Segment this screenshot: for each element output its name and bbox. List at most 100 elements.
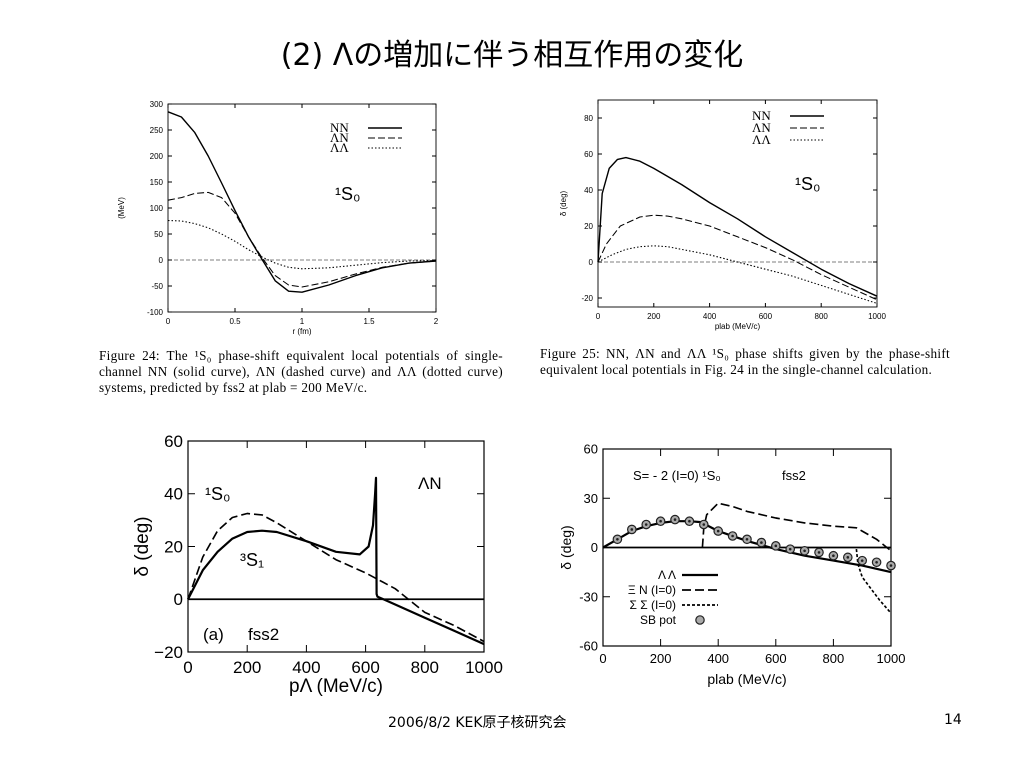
data-point-center <box>875 560 878 564</box>
chart-annotation: ¹S₀ <box>795 174 820 194</box>
x-tick-label: 1 <box>300 317 305 326</box>
data-point-center <box>832 554 835 558</box>
series-line <box>597 245 878 304</box>
y-tick-label: 30 <box>584 491 598 506</box>
x-tick-label: 1.5 <box>363 317 375 326</box>
data-point-center <box>860 559 864 562</box>
x-tick-label: 800 <box>823 651 845 666</box>
plot-frame <box>597 99 878 308</box>
y-axis-label: (MeV) <box>117 197 126 219</box>
legend-label: ΛΛ <box>752 132 771 147</box>
legend-label: NN <box>330 120 349 135</box>
x-tick-label: 0 <box>183 658 192 677</box>
footer-text: 2006/8/2 KEK原子核研究会 <box>388 715 567 731</box>
legend-label: SB pot <box>640 613 677 627</box>
data-point-center <box>745 537 749 541</box>
series-line <box>167 111 437 293</box>
chart-annotation: (a) <box>203 625 224 644</box>
y-tick-label: 60 <box>164 432 183 451</box>
series-line <box>187 512 485 643</box>
x-tick-label: 200 <box>647 312 661 321</box>
x-tick-label: 2 <box>434 317 439 326</box>
series-line <box>597 214 878 301</box>
data-point-center <box>673 518 677 521</box>
data-point-center <box>774 544 778 548</box>
y-axis-label: δ (deg) <box>132 516 153 576</box>
plot-frame <box>187 440 485 653</box>
y-tick-label: -50 <box>151 282 163 291</box>
y-tick-label: 0 <box>159 256 164 265</box>
x-tick-label: 800 <box>411 658 439 677</box>
chart-annotation: S= - 2 (I=0) ¹S₀ <box>633 468 721 483</box>
y-tick-label: 250 <box>150 126 164 135</box>
y-tick-label: 80 <box>584 114 593 123</box>
data-point-center <box>616 537 619 541</box>
x-axis-label: plab (MeV/c) <box>707 671 786 687</box>
data-point-center <box>688 519 691 523</box>
x-tick-label: 600 <box>759 312 773 321</box>
chart-annotation: ¹S₀ <box>335 184 360 204</box>
data-point-center <box>644 523 648 526</box>
series-line <box>187 476 485 646</box>
legend-label: ΛN <box>330 130 349 145</box>
data-point-center <box>716 529 720 533</box>
y-tick-label: 50 <box>154 230 163 239</box>
y-tick-label: 0 <box>591 540 598 555</box>
page-number: 14 <box>944 712 962 728</box>
legend-label: NN <box>752 108 771 123</box>
y-tick-label: -20 <box>581 294 593 303</box>
chart-4: 0 200 400 600 800 1000 -60 -30 0 30 60 plab (MeV/c)… <box>558 442 905 687</box>
legend-marker <box>695 615 705 625</box>
series-line <box>167 191 437 288</box>
chart-annotation: fss2 <box>248 625 279 644</box>
x-tick-label: 1000 <box>877 651 906 666</box>
y-tick-label: −20 <box>154 643 183 662</box>
y-tick-label: 60 <box>584 150 593 159</box>
y-tick-label: 300 <box>150 100 164 109</box>
y-tick-label: -60 <box>579 639 598 654</box>
x-tick-label: 1000 <box>465 658 503 677</box>
x-tick-label: 0 <box>599 651 606 666</box>
x-tick-label: 0 <box>596 312 601 321</box>
figure-24-caption: Figure 24: The ¹S₀ phase-shift equivalen… <box>99 348 503 395</box>
x-tick-label: 400 <box>292 658 320 677</box>
y-tick-label: 60 <box>584 442 598 457</box>
series-line <box>701 502 892 552</box>
x-axis-label: r (fm) <box>292 327 311 336</box>
series-line <box>597 156 878 297</box>
y-tick-label: 40 <box>584 186 593 195</box>
data-point-center <box>803 549 806 553</box>
slide-title: (2) Λの増加に伴う相互作用の変化 <box>280 38 744 73</box>
chart-annotation: ΛN <box>418 474 442 493</box>
x-tick-label: 400 <box>703 312 717 321</box>
data-point-center <box>846 556 850 559</box>
x-axis-label: pΛ (MeV/c) <box>289 676 383 697</box>
chart-1: 0 0.5 1 1.5 2 -100 -50 0 50 100 150 200 250 300 r (fm)… <box>117 100 439 336</box>
data-point-center <box>788 547 792 551</box>
y-tick-label: 200 <box>150 152 164 161</box>
y-axis-label: δ (deg) <box>558 525 574 569</box>
legend-label: Σ Σ (I=0) <box>629 598 676 612</box>
data-point-center <box>702 523 706 526</box>
legend-label: Ξ N (I=0) <box>628 583 676 597</box>
data-point-center <box>659 519 662 523</box>
data-point-center <box>889 564 893 567</box>
plot-frame <box>167 103 437 313</box>
x-axis-label: plab (MeV/c) <box>715 322 761 331</box>
legend-label: ΛN <box>752 120 771 135</box>
x-tick-label: 1000 <box>868 312 886 321</box>
y-tick-label: 20 <box>164 537 183 556</box>
y-tick-label: 0 <box>589 258 594 267</box>
series-line <box>167 219 437 270</box>
data-point-center <box>817 551 821 554</box>
x-tick-label: 0.5 <box>229 317 241 326</box>
legend: Λ ΛΞ N (I=0)Σ Σ (I=0)SB pot <box>628 568 718 627</box>
y-tick-label: 100 <box>150 204 164 213</box>
y-tick-label: 20 <box>584 222 593 231</box>
x-tick-label: 200 <box>233 658 261 677</box>
y-axis-label: δ (deg) <box>559 190 568 216</box>
chart-annotation: ¹S₀ <box>205 484 230 504</box>
